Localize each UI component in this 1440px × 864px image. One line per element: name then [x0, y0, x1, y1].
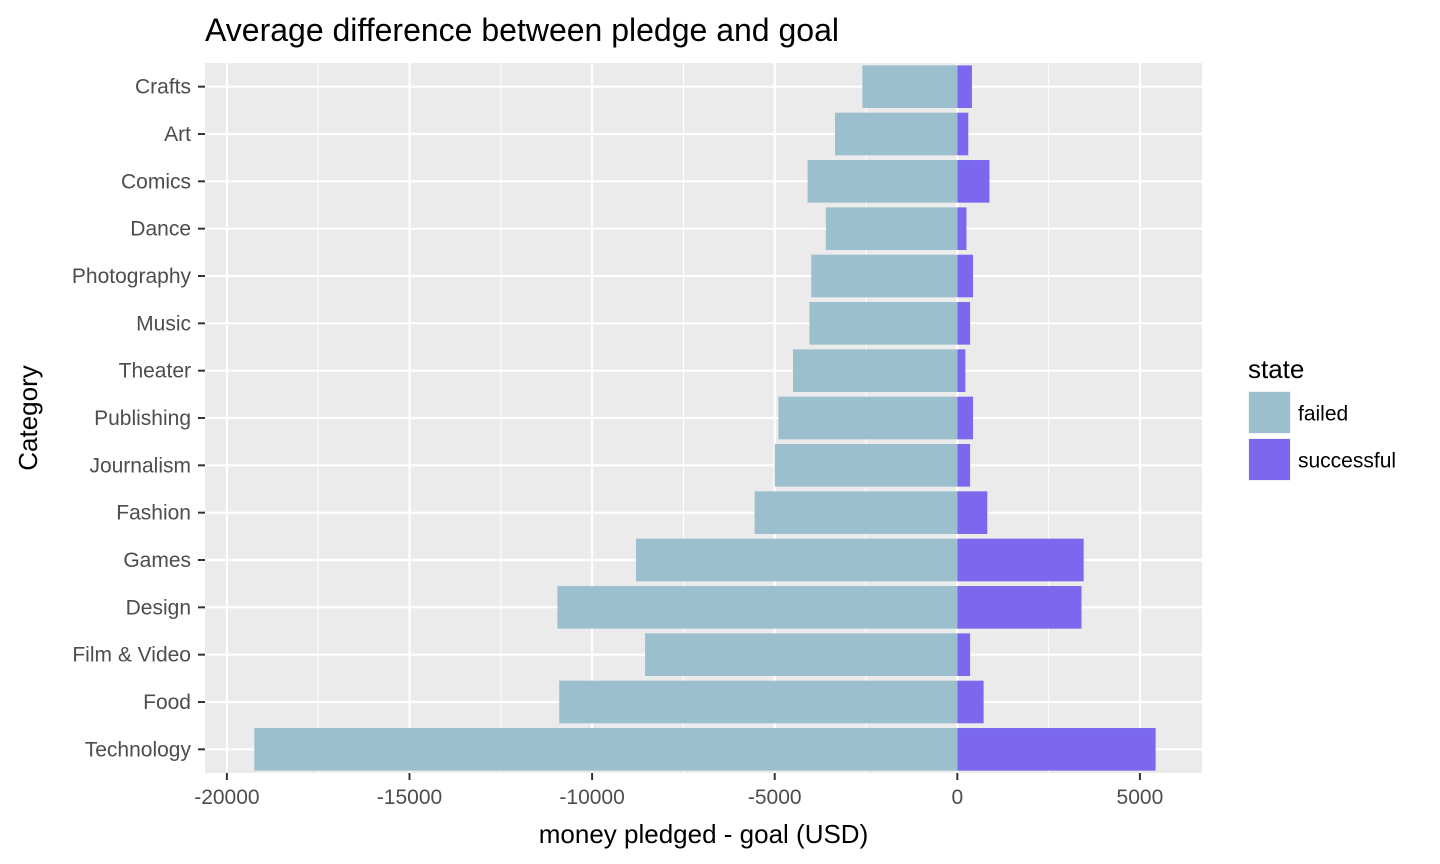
legend: state failed successful: [1248, 354, 1396, 481]
y-tick-label: Publishing: [94, 407, 191, 430]
y-tick-label: Photography: [72, 265, 192, 288]
bar-failed: [778, 396, 958, 440]
bar-successful: [957, 586, 1082, 629]
x-tick-label: 0: [951, 786, 963, 809]
y-tick-label: Games: [123, 549, 191, 572]
bar-successful: [957, 65, 972, 108]
y-tick-label: Crafts: [135, 76, 191, 99]
y-tick-label: Film & Video: [72, 644, 191, 667]
bar-successful: [957, 112, 969, 156]
y-tick-label: Theater: [119, 360, 191, 383]
bars-group: [254, 65, 1156, 771]
x-tick-label: -20000: [194, 786, 259, 809]
bar-successful: [957, 349, 966, 392]
bar-successful: [957, 302, 971, 345]
y-axis-title: Category: [13, 365, 43, 471]
bar-failed: [635, 538, 958, 582]
legend-label-successful: successful: [1298, 450, 1396, 473]
bar-successful: [957, 396, 974, 440]
bar-successful: [957, 207, 967, 250]
bar-failed: [645, 633, 958, 676]
y-tick-label: Design: [126, 596, 191, 619]
y-tick-label: Dance: [130, 218, 191, 241]
x-tick-label: -15000: [377, 786, 442, 809]
legend-label-failed: failed: [1298, 403, 1348, 426]
bar-failed: [774, 444, 958, 487]
bar-successful: [957, 444, 971, 487]
bar-successful: [957, 538, 1084, 582]
bar-failed: [792, 349, 958, 392]
bar-failed: [809, 302, 958, 345]
y-tick-label: Fashion: [116, 502, 191, 525]
x-tick-label: 5000: [1117, 786, 1164, 809]
bar-failed: [825, 207, 958, 250]
x-axis: -20000 -15000 -10000 -5000 0 5000: [194, 773, 1163, 809]
y-tick-label: Technology: [85, 738, 192, 761]
bar-failed: [754, 491, 958, 534]
bar-successful: [957, 160, 990, 203]
y-tick-label: Music: [136, 312, 191, 335]
bar-failed: [557, 586, 958, 629]
x-tick-label: -10000: [559, 786, 624, 809]
legend-key-failed: [1249, 392, 1290, 433]
y-tick-label: Journalism: [89, 454, 191, 477]
legend-title: state: [1248, 354, 1304, 384]
bar-failed: [807, 160, 958, 203]
legend-key-successful: [1249, 439, 1290, 480]
y-tick-label: Food: [143, 691, 191, 714]
bar-failed: [559, 680, 958, 724]
x-tick-label: -5000: [748, 786, 802, 809]
bar-failed: [254, 728, 958, 771]
bar-failed: [834, 112, 958, 156]
chart-title: Average difference between pledge and go…: [205, 12, 839, 48]
y-axis: Crafts Art Comics Dance Photography Music Thea…: [72, 76, 205, 761]
y-tick-label: Art: [164, 123, 191, 146]
x-axis-title: money pledged - goal (USD): [539, 819, 869, 849]
bar-failed: [811, 254, 958, 298]
bar-successful: [957, 680, 984, 724]
bar-successful: [957, 728, 1156, 771]
bar-successful: [957, 491, 988, 534]
bar-successful: [957, 254, 974, 298]
bar-successful: [957, 633, 971, 676]
y-tick-label: Comics: [121, 170, 191, 193]
bar-failed: [862, 65, 958, 108]
